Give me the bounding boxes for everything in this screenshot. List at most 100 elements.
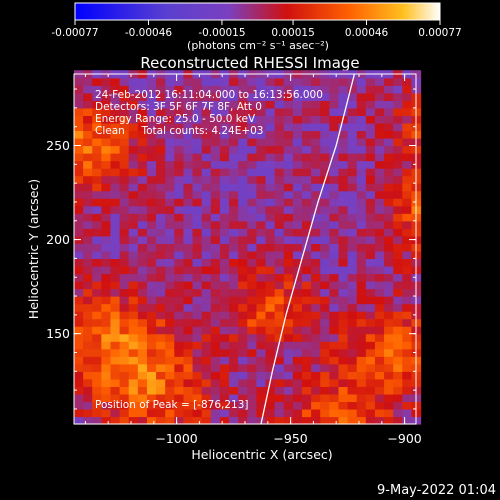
heatmap-cell <box>311 250 321 260</box>
heatmap-cell <box>283 363 294 372</box>
heatmap-cell <box>320 356 330 365</box>
heatmap-cell <box>74 183 84 192</box>
heatmap-cell <box>156 85 166 94</box>
heatmap-cell <box>192 175 203 184</box>
heatmap-cell <box>338 416 349 425</box>
heatmap-cell <box>219 408 230 418</box>
heatmap-cell <box>329 326 340 335</box>
heatmap-cell <box>320 363 330 372</box>
heatmap-cell <box>302 168 312 177</box>
heatmap-cell <box>338 265 349 275</box>
heatmap-cell <box>402 235 413 244</box>
heatmap-cell <box>265 228 276 237</box>
heatmap-cell <box>374 250 385 260</box>
heatmap-cell <box>137 137 148 147</box>
heatmap-cell <box>384 265 394 275</box>
heatmap-cell <box>210 183 221 192</box>
heatmap-cell <box>347 235 358 244</box>
heatmap-cell <box>283 318 294 327</box>
heatmap-cell <box>174 363 185 372</box>
heatmap-cell <box>338 243 349 252</box>
heatmap-cell <box>265 168 276 177</box>
colorbar <box>74 2 441 21</box>
heatmap-cell <box>137 341 148 350</box>
heatmap-cell <box>238 183 248 192</box>
heatmap-cell <box>165 326 175 335</box>
heatmap-cell <box>183 220 194 229</box>
heatmap-cell <box>174 153 185 162</box>
heatmap-cell <box>347 107 358 116</box>
heatmap-cell <box>356 318 367 327</box>
heatmap-cell <box>365 122 376 132</box>
heatmap-cell <box>320 153 330 162</box>
heatmap-cell <box>174 288 185 297</box>
heatmap-cell <box>256 258 267 267</box>
heatmap-cell <box>393 386 403 395</box>
heatmap-cell <box>393 311 403 320</box>
heatmap-cell <box>320 288 330 297</box>
heatmap-cell <box>92 363 102 372</box>
heatmap-cell <box>374 235 385 244</box>
heatmap-cell <box>110 228 121 237</box>
heatmap-cell <box>137 386 148 395</box>
heatmap-cell <box>83 311 93 320</box>
heatmap-cell <box>384 107 394 116</box>
heatmap-cell <box>384 85 394 94</box>
heatmap-cell <box>302 115 312 124</box>
heatmap-cell <box>156 160 166 169</box>
heatmap-cell <box>283 85 294 94</box>
heatmap-cell <box>146 160 157 169</box>
heatmap-cell <box>192 280 203 290</box>
heatmap-cell <box>292 378 303 387</box>
heatmap-cell <box>283 190 294 199</box>
heatmap-cell <box>156 408 166 418</box>
heatmap-cell <box>156 168 166 177</box>
heatmap-cell <box>229 122 239 132</box>
heatmap-cell <box>311 273 321 282</box>
heatmap-cell <box>128 311 139 320</box>
heatmap-cell <box>174 77 185 86</box>
heatmap-cell <box>229 311 239 320</box>
heatmap-cell <box>92 280 102 290</box>
heatmap-cell <box>320 273 330 282</box>
heatmap-cell <box>146 243 157 252</box>
heatmap-cell <box>347 265 358 275</box>
heatmap-cell <box>156 175 166 184</box>
heatmap-cell <box>174 416 185 425</box>
heatmap-cell <box>356 77 367 86</box>
heatmap-cell <box>274 363 285 372</box>
heatmap-cell <box>274 408 285 418</box>
heatmap-cell <box>101 258 112 267</box>
heatmap-cell <box>137 107 148 116</box>
heatmap-cell <box>292 130 303 139</box>
heatmap-cell <box>347 408 358 418</box>
heatmap-cell <box>101 356 112 365</box>
heatmap-cell <box>128 258 139 267</box>
heatmap-cell <box>302 393 312 403</box>
heatmap-cell <box>92 183 102 192</box>
heatmap-cell <box>83 363 93 372</box>
heatmap-cell <box>311 122 321 132</box>
heatmap-cell <box>137 220 148 229</box>
heatmap-cell <box>128 348 139 357</box>
heatmap-cell <box>247 326 257 335</box>
heatmap-cell <box>101 175 112 184</box>
heatmap-cell <box>311 228 321 237</box>
heatmap-cell <box>110 235 121 244</box>
heatmap-cell <box>101 348 112 357</box>
heatmap-cell <box>174 296 185 305</box>
heatmap-cell <box>311 363 321 372</box>
heatmap-cell <box>292 115 303 124</box>
heatmap-cell <box>192 303 203 312</box>
heatmap-cell <box>219 220 230 229</box>
heatmap-cell <box>165 356 175 365</box>
heatmap-cell <box>292 371 303 380</box>
heatmap-cell <box>229 341 239 350</box>
heatmap-cell <box>137 85 148 94</box>
heatmap-cell <box>192 213 203 222</box>
heatmap-cell <box>92 273 102 282</box>
heatmap-cell <box>174 137 185 147</box>
heatmap-cell <box>365 198 376 207</box>
heatmap-cell <box>146 393 157 403</box>
heatmap-cell <box>210 85 221 94</box>
